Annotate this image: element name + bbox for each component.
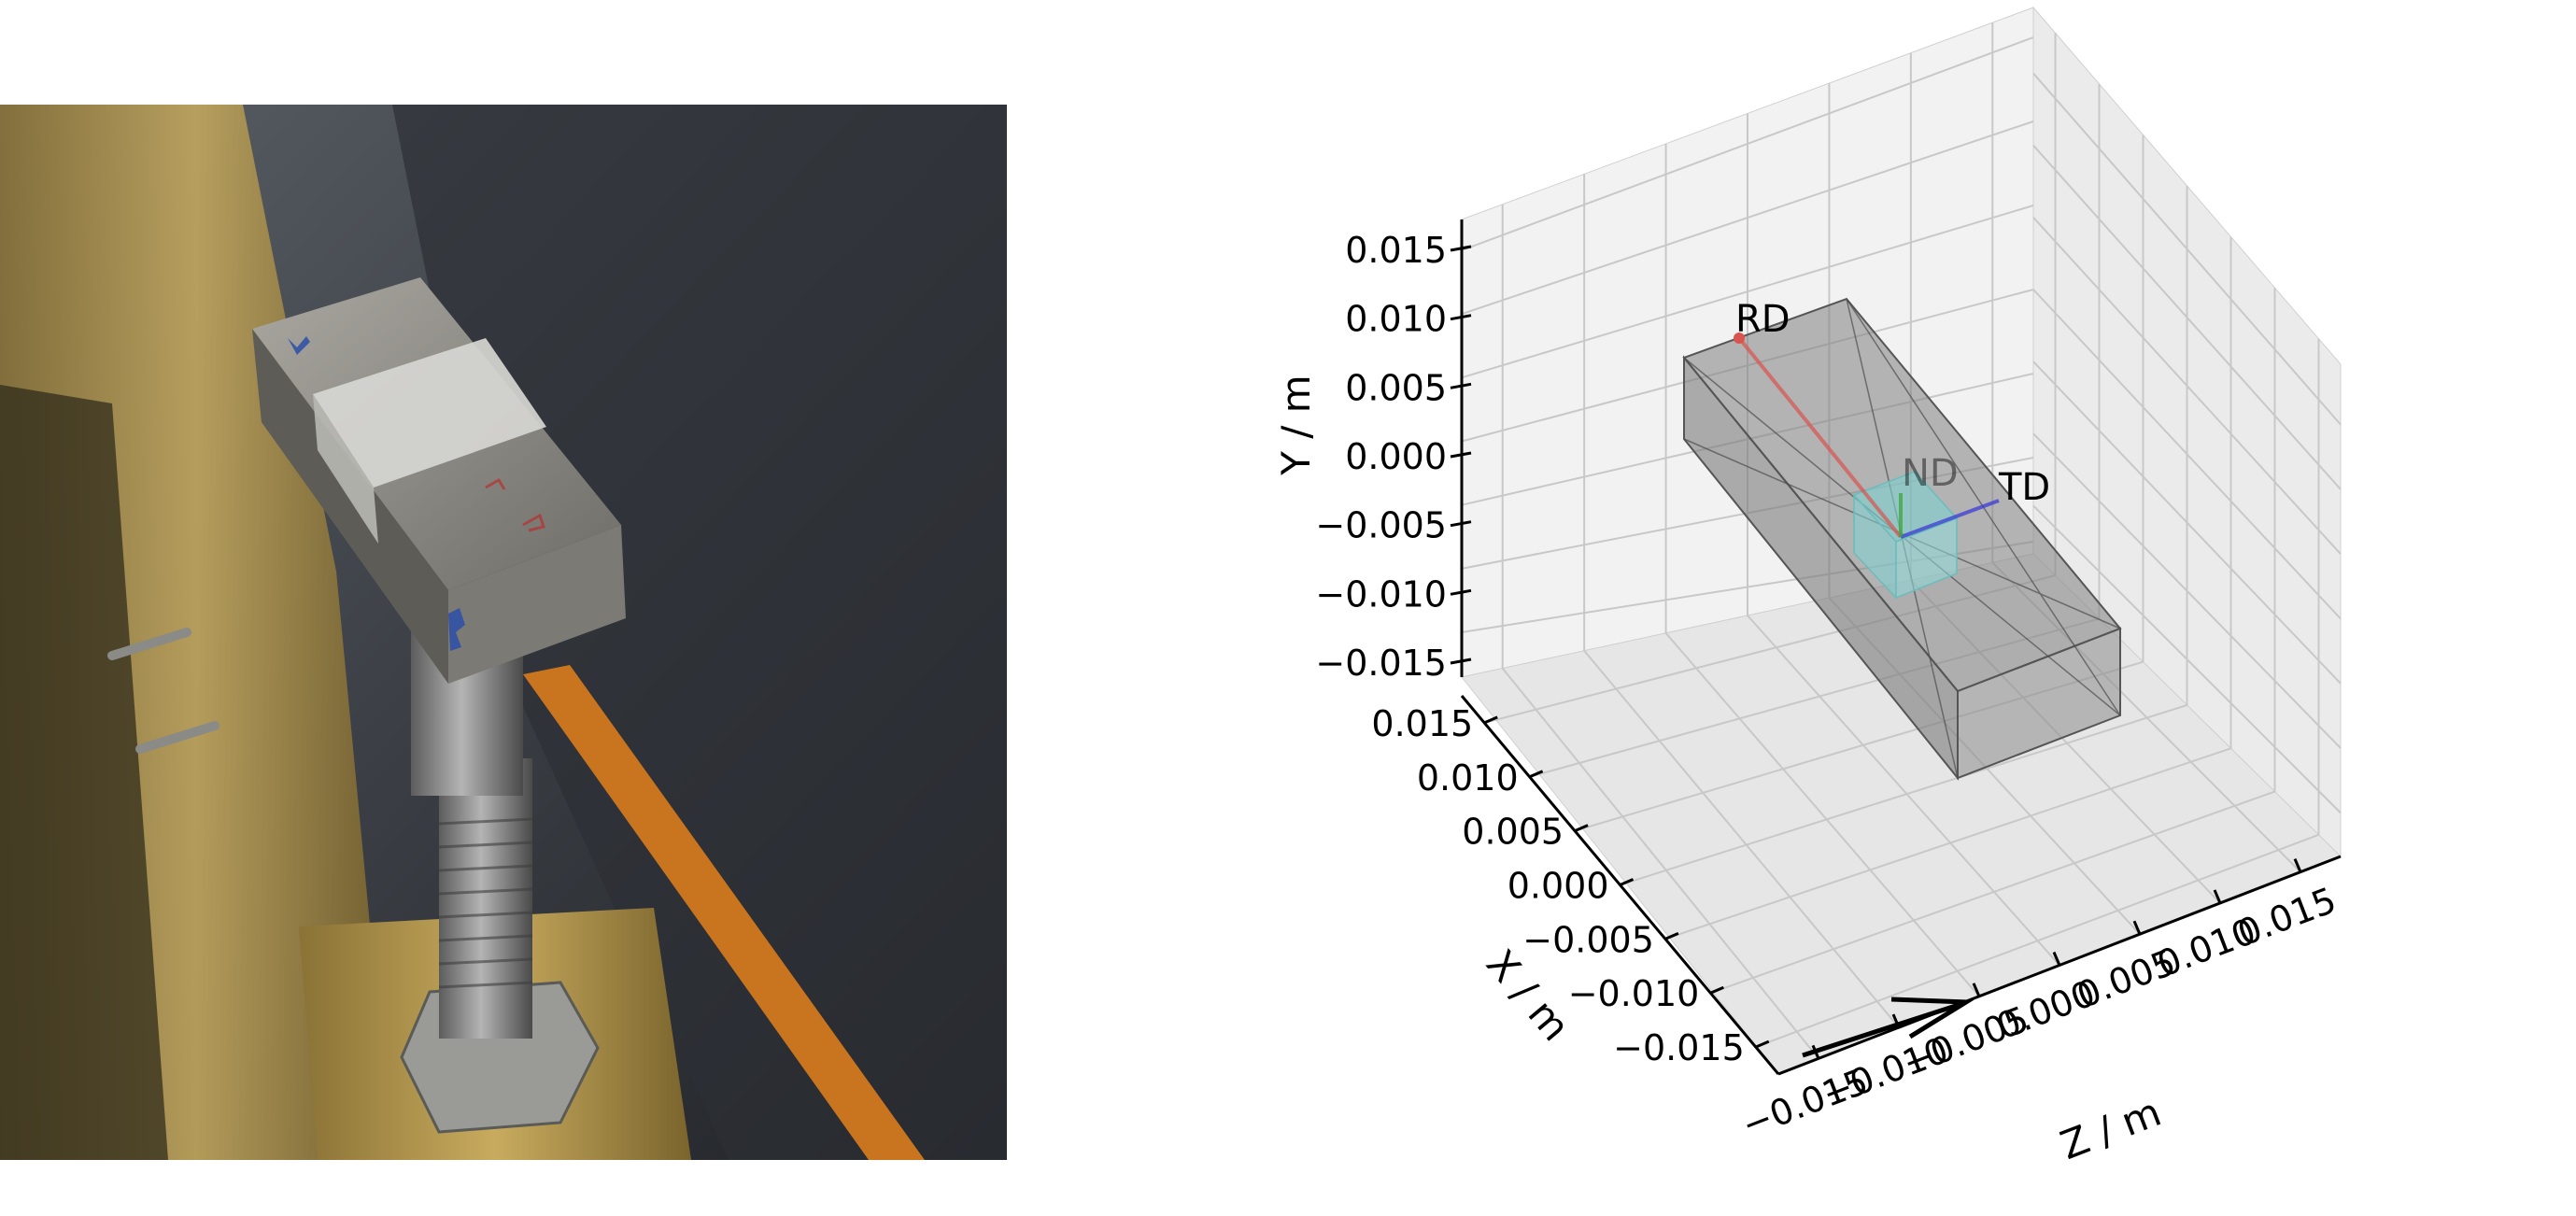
photo-dark-panel — [392, 105, 1007, 1160]
gauge-volume-side — [1895, 516, 1958, 600]
grid-line — [2032, 361, 2342, 685]
y-tick-label: 0.000 — [1345, 436, 1447, 477]
x-tick-label: 0.005 — [1462, 812, 1564, 853]
brass-screws — [107, 628, 219, 754]
rd-label: RD — [1735, 298, 1790, 341]
td-label: TD — [1998, 466, 2050, 509]
rod-threads — [438, 817, 533, 989]
y-ticks: 0.015 0.010 0.005 0.000 −0.005 −0.010 −0.015 — [1315, 230, 1472, 684]
y-tick-mark — [1450, 382, 1472, 389]
td-vector-line — [1900, 499, 2000, 539]
grid-line — [1747, 615, 2060, 967]
y-tick-label: 0.005 — [1345, 367, 1447, 408]
y-tick-label: −0.015 — [1315, 643, 1447, 684]
threaded-rod — [439, 758, 532, 1039]
nd-label: ND — [1902, 452, 1959, 495]
x-tick-mark — [1755, 1039, 1770, 1049]
y-tick-mark — [1450, 520, 1472, 528]
sample-block-side — [448, 525, 626, 684]
blue-marks — [288, 336, 465, 651]
x-tick-mark — [1574, 824, 1589, 833]
sample-block-front — [252, 329, 448, 684]
grid-line — [1710, 790, 2275, 995]
red-marks — [485, 477, 545, 532]
x-tick-mark — [1709, 985, 1724, 995]
y-axis-label: Y / m — [1273, 375, 1319, 475]
grid-line — [2032, 432, 2342, 749]
z-tick-mark — [2213, 889, 2222, 904]
sample-holder-photo — [0, 105, 1007, 1160]
grid-line — [2032, 504, 2342, 814]
z-tick-mark — [2052, 951, 2061, 967]
x-tick-mark — [1619, 878, 1635, 886]
x-tick-mark — [1483, 715, 1498, 725]
rd-vector-tip — [1734, 332, 1745, 344]
x-tick-label: 0.000 — [1507, 866, 1609, 907]
y-tick-label: 0.015 — [1345, 230, 1447, 271]
rd-vector-line — [1737, 336, 1903, 539]
z-tick-mark — [2132, 920, 2142, 935]
x-tick-label: 0.010 — [1417, 757, 1519, 799]
tape-wrap — [313, 338, 546, 488]
grid-line — [1620, 704, 2187, 886]
x-tick-label: −0.010 — [1568, 973, 1700, 1014]
grid-line — [1583, 650, 1900, 1028]
x-tick-label: 0.015 — [1371, 703, 1473, 744]
y-tick-label: −0.005 — [1315, 505, 1447, 546]
y-tick-mark — [1450, 588, 1472, 596]
tape-wrap-front — [313, 394, 378, 544]
orange-bar — [523, 665, 925, 1160]
y-tick-mark — [1450, 314, 1472, 321]
z-tick-mark — [2293, 858, 2302, 873]
y-tick-mark — [1450, 657, 1472, 665]
z-tick-mark — [1972, 983, 1981, 997]
x-tick-mark — [1529, 770, 1544, 779]
beam-arrow-shaft — [1802, 1001, 1962, 1058]
grid-line — [1664, 632, 1980, 997]
beam-arrow-head — [1890, 997, 1974, 1039]
beam-arrow — [1802, 997, 1974, 1058]
grid-line — [1501, 667, 1819, 1059]
grid-line — [2032, 289, 2342, 620]
y-tick-mark — [1450, 451, 1472, 459]
direction-vectors: RD TD ND — [1734, 298, 2050, 539]
y-tick-mark — [1450, 245, 1472, 252]
x-tick-label: −0.005 — [1522, 919, 1654, 960]
y-tick-label: −0.010 — [1315, 573, 1447, 615]
grid-line — [1664, 747, 2231, 940]
x-tick-label: −0.015 — [1613, 1027, 1745, 1068]
x-ticks: 0.015 0.010 0.005 0.000 −0.005 −0.010 −0.015 — [1371, 703, 1770, 1068]
y-tick-label: 0.010 — [1345, 299, 1447, 340]
z-axis-label: Z / m — [2054, 1089, 2167, 1168]
x-tick-mark — [1664, 931, 1679, 940]
brass-frame-shadow — [0, 385, 168, 1160]
